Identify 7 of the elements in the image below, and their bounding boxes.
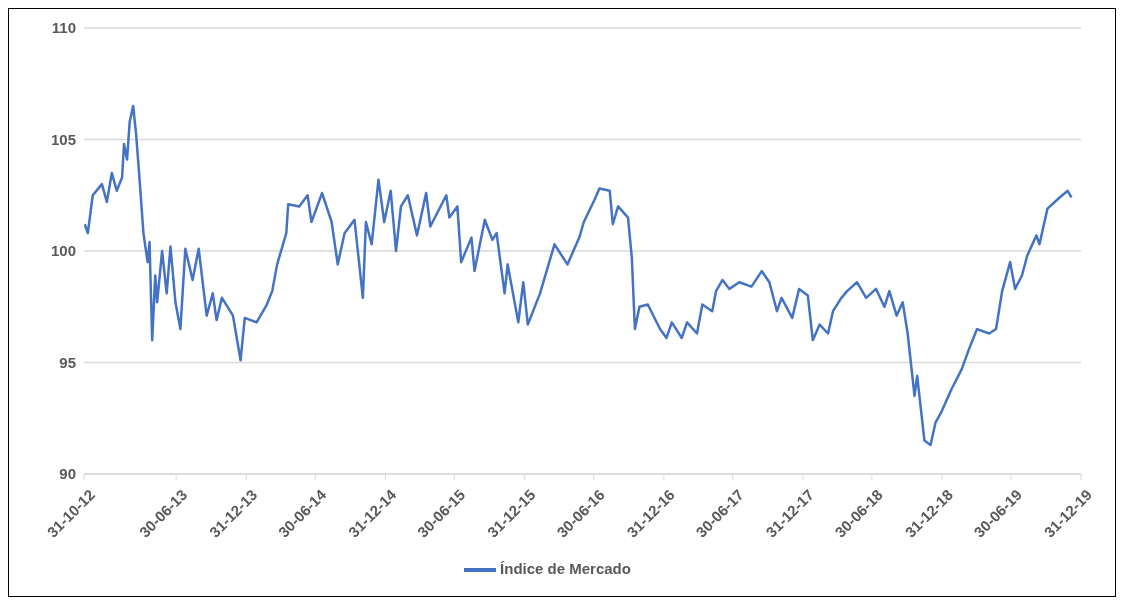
line-series bbox=[84, 104, 1073, 447]
y-tick-label: 100 bbox=[50, 242, 76, 260]
y-tick-label: 95 bbox=[59, 353, 76, 371]
y-tick-label: 110 bbox=[51, 19, 76, 37]
legend-label: Índice de Mercado bbox=[500, 559, 631, 577]
y-tick-label: 90 bbox=[59, 465, 76, 483]
y-tick-label: 105 bbox=[50, 130, 76, 148]
